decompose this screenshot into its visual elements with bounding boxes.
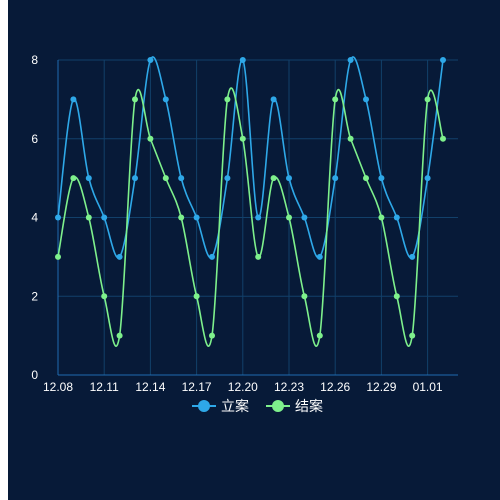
data-point[interactable] <box>301 293 308 300</box>
series-line-1 <box>57 87 444 347</box>
x-tick-label: 12.17 <box>182 380 212 394</box>
x-tick-label: 12.26 <box>320 380 350 394</box>
data-point[interactable] <box>316 332 323 339</box>
data-point[interactable] <box>316 253 323 260</box>
y-tick-label: 4 <box>31 211 38 225</box>
y-tick-label: 2 <box>31 289 38 303</box>
data-point[interactable] <box>378 175 385 182</box>
data-point[interactable] <box>409 332 416 339</box>
data-point[interactable] <box>116 332 123 339</box>
data-point[interactable] <box>347 135 354 142</box>
data-point[interactable] <box>101 214 108 221</box>
data-point[interactable] <box>132 175 138 182</box>
data-point[interactable] <box>424 175 431 182</box>
data-point[interactable] <box>301 214 308 221</box>
data-point[interactable] <box>70 175 77 182</box>
data-point[interactable] <box>440 57 446 63</box>
data-point[interactable] <box>363 96 369 103</box>
data-point[interactable] <box>286 214 292 221</box>
data-point[interactable] <box>147 57 154 63</box>
data-point[interactable] <box>116 253 123 260</box>
data-point[interactable] <box>85 214 92 221</box>
data-point[interactable] <box>224 96 231 103</box>
legend-item[interactable]: 结案 <box>266 398 323 415</box>
data-point[interactable] <box>286 175 292 182</box>
data-point[interactable] <box>255 214 262 221</box>
data-point[interactable] <box>378 214 385 221</box>
data-point[interactable] <box>147 135 154 142</box>
data-point[interactable] <box>270 96 277 103</box>
data-point[interactable] <box>193 214 200 221</box>
data-point[interactable] <box>55 214 61 221</box>
legend[interactable]: 立案 结案 <box>192 398 323 415</box>
data-point[interactable] <box>132 96 138 103</box>
x-tick-label: 12.29 <box>366 380 396 394</box>
x-tick-label: 12.20 <box>228 380 258 394</box>
data-point[interactable] <box>193 293 200 300</box>
data-point[interactable] <box>224 175 231 182</box>
data-point[interactable] <box>270 175 277 182</box>
series-lines <box>55 56 446 347</box>
data-point[interactable] <box>255 253 262 260</box>
data-point[interactable] <box>440 135 446 142</box>
data-point[interactable] <box>209 332 215 339</box>
data-point[interactable] <box>178 214 185 221</box>
legend-marker <box>198 400 210 412</box>
data-point[interactable] <box>239 135 246 142</box>
data-point[interactable] <box>85 175 92 182</box>
data-point[interactable] <box>332 96 339 103</box>
data-point[interactable] <box>363 175 369 182</box>
data-point[interactable] <box>409 253 416 260</box>
data-point[interactable] <box>178 175 185 182</box>
data-point[interactable] <box>424 96 431 103</box>
x-tick-label: 12.08 <box>43 380 73 394</box>
data-point[interactable] <box>70 96 77 103</box>
data-point[interactable] <box>332 175 339 182</box>
legend-item[interactable]: 立案 <box>192 398 249 415</box>
x-tick-label: 12.11 <box>90 380 119 394</box>
x-tick-label: 12.14 <box>135 380 165 394</box>
y-tick-label: 8 <box>31 53 38 67</box>
y-tick-label: 0 <box>31 368 38 382</box>
series-line-0 <box>57 56 444 259</box>
legend-marker <box>272 400 284 412</box>
data-point[interactable] <box>162 175 169 182</box>
legend-label: 立案 <box>221 398 249 415</box>
data-point[interactable] <box>393 293 400 300</box>
x-tick-label: 01.01 <box>413 380 443 394</box>
data-point[interactable] <box>162 96 169 103</box>
data-point[interactable] <box>347 57 354 63</box>
axes: 0 2 4 6 8 12.08 12.11 12.14 12.17 12.20 12.23 12.26… <box>31 53 458 394</box>
data-point[interactable] <box>393 214 400 221</box>
data-point[interactable] <box>209 253 215 260</box>
y-tick-label: 6 <box>31 132 38 146</box>
x-tick-label: 12.23 <box>274 380 304 394</box>
data-point[interactable] <box>101 293 108 300</box>
data-point[interactable] <box>239 57 246 63</box>
legend-label: 结案 <box>295 398 323 415</box>
data-point[interactable] <box>55 253 61 260</box>
